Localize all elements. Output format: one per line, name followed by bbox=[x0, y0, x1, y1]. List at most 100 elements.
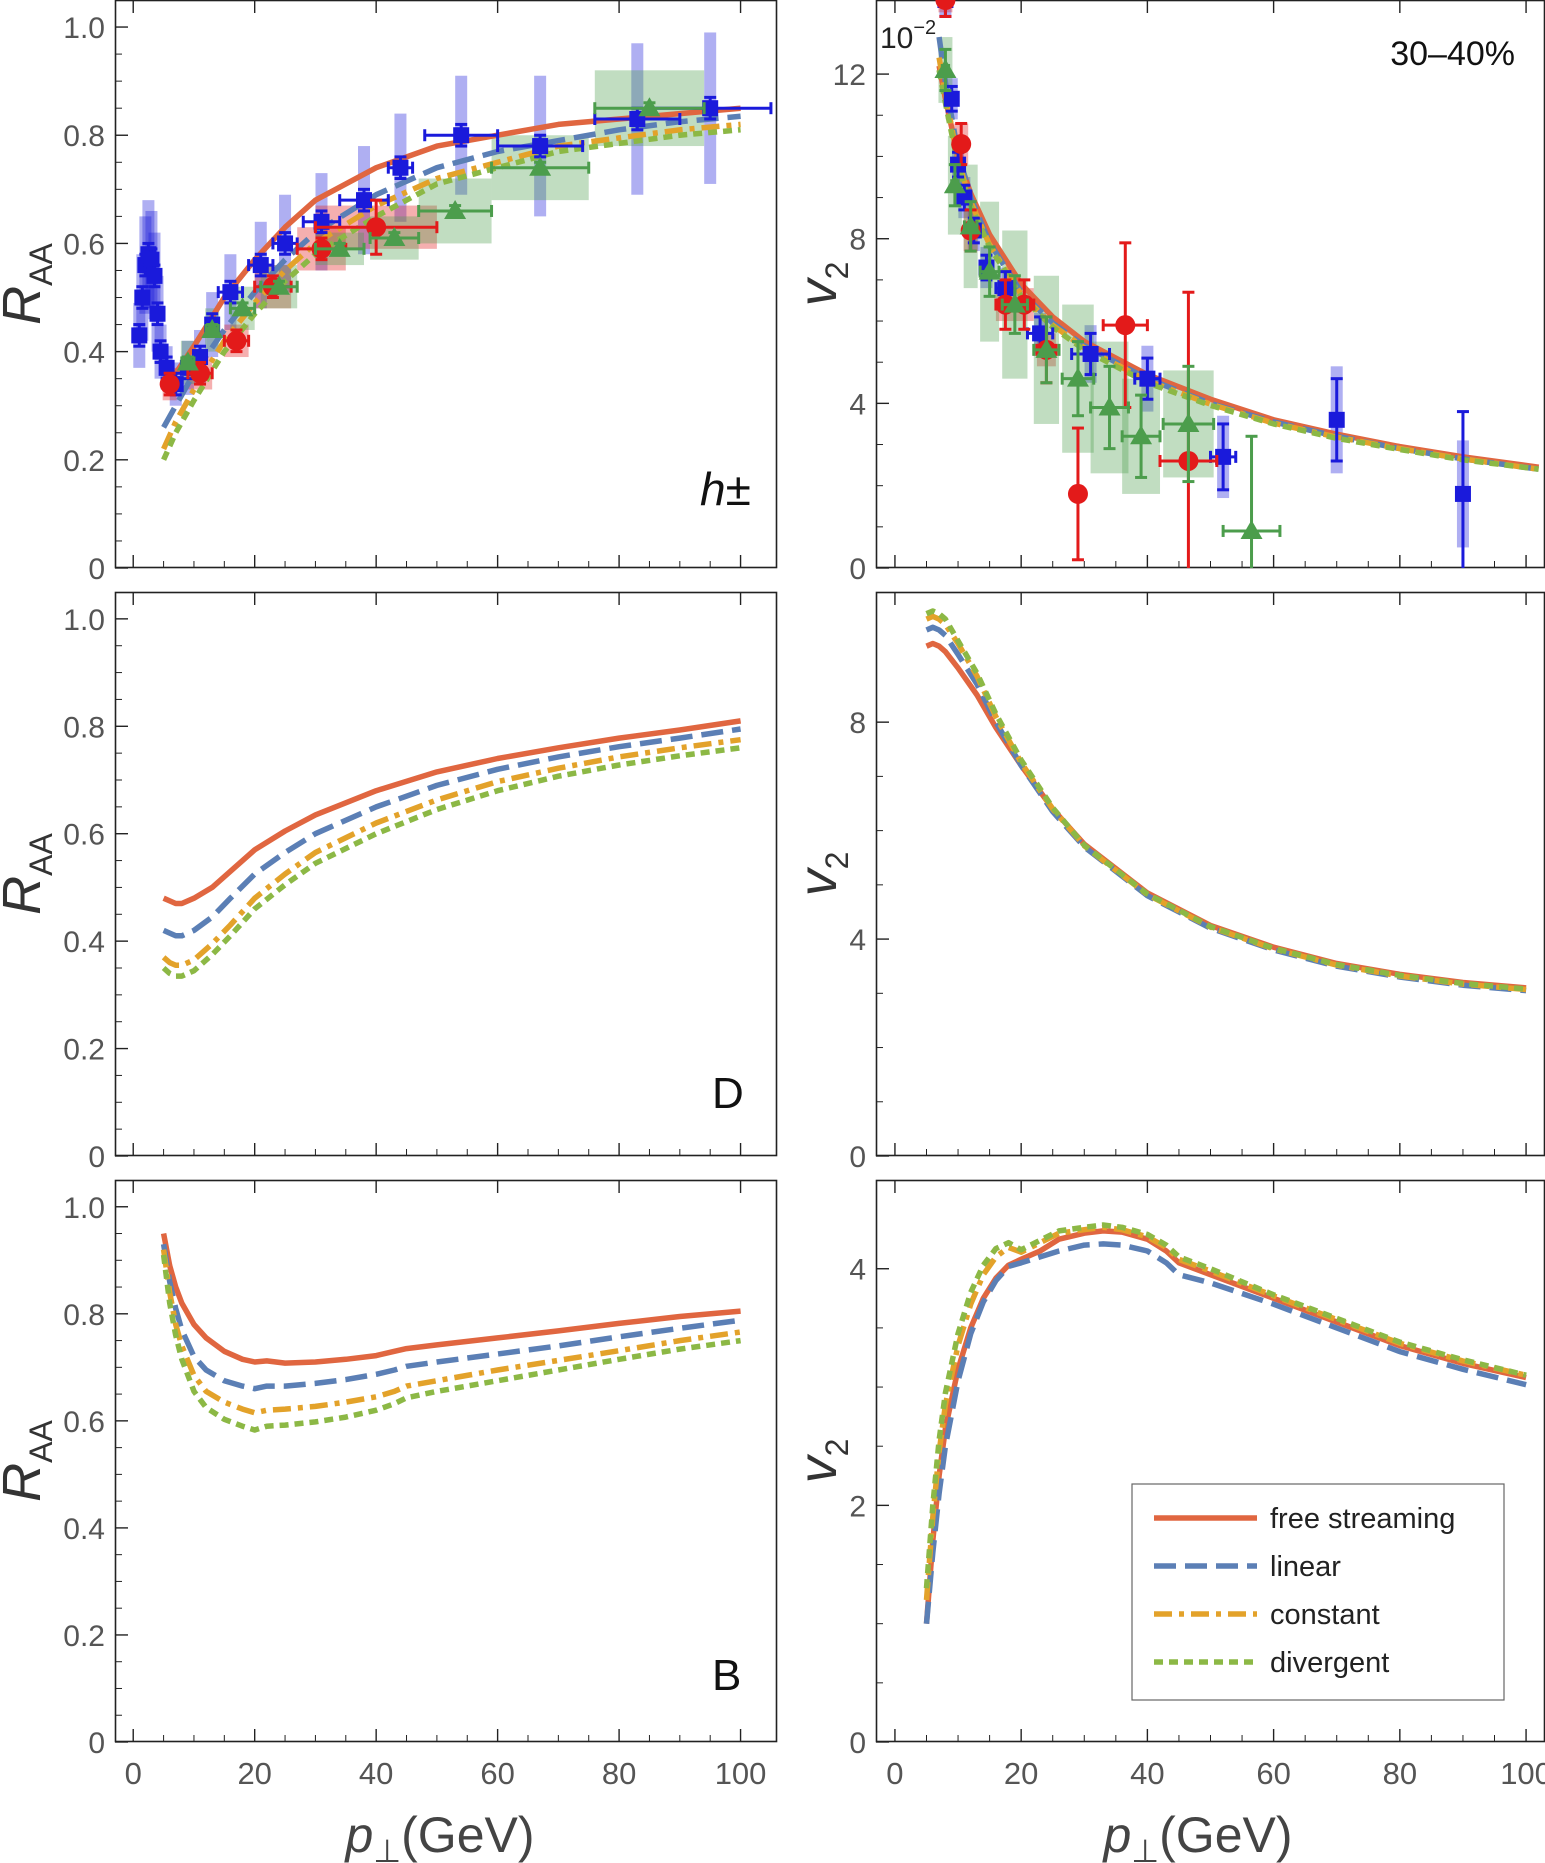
marker-triangle bbox=[176, 351, 199, 371]
plot-area bbox=[925, 608, 1527, 994]
data-point-square bbox=[943, 84, 960, 113]
y-tick-label: 0.4 bbox=[63, 1513, 105, 1546]
marker-square bbox=[702, 100, 719, 117]
y-axis-label: RAA bbox=[0, 833, 59, 915]
data-point-circle bbox=[935, 0, 956, 18]
y-tick-label: 1.0 bbox=[63, 604, 105, 637]
y-tick-label: 4 bbox=[849, 1254, 866, 1287]
y-tick-label: 0 bbox=[88, 1141, 105, 1174]
x-tick-label: 100 bbox=[1500, 1756, 1545, 1791]
data-point-triangle bbox=[313, 237, 366, 257]
marker-square bbox=[1328, 411, 1345, 428]
plot-frame bbox=[114, 0, 778, 569]
series-line-divergent bbox=[161, 127, 741, 461]
marker-triangle bbox=[1035, 338, 1058, 358]
data-point-square bbox=[956, 183, 973, 212]
data-point-circle bbox=[222, 328, 251, 354]
data-point-square bbox=[1454, 410, 1471, 568]
marker-square bbox=[1454, 485, 1471, 502]
data-point-circle bbox=[951, 121, 972, 167]
y-axis-label: v2 bbox=[788, 1439, 855, 1484]
data-point-triangle bbox=[368, 227, 421, 247]
marker-square bbox=[453, 127, 470, 144]
y-tick-label: 0 bbox=[849, 553, 866, 586]
legend-label: linear bbox=[1270, 1551, 1341, 1583]
x-axis-title-left: p⊥(GeV) bbox=[343, 1807, 534, 1863]
panel-v2-hpm: 0 4 8 12 v2 10−2 30–40% bbox=[788, 0, 1545, 586]
y-tick-label: 0.8 bbox=[63, 711, 105, 744]
marker-triangle bbox=[1240, 519, 1263, 539]
y-tick-label: 0 bbox=[88, 1727, 105, 1760]
x-tick-label: 60 bbox=[1256, 1756, 1290, 1791]
panel-label: B bbox=[712, 1651, 741, 1700]
y-tick-label: 0 bbox=[849, 1727, 866, 1760]
y-tick-label: 2 bbox=[849, 1490, 866, 1523]
data-point-square bbox=[1328, 377, 1345, 463]
data-point-square bbox=[216, 279, 245, 305]
series-line-divergent bbox=[161, 745, 741, 979]
data-point-square bbox=[134, 285, 151, 310]
marker-triangle bbox=[959, 215, 982, 235]
data-point-square bbox=[152, 339, 169, 364]
legend: free streaming linear constant divergent bbox=[1131, 1483, 1505, 1701]
marker-triangle bbox=[934, 58, 957, 78]
series-line-constant bbox=[161, 736, 741, 969]
data-point-square bbox=[146, 263, 163, 289]
plot-area bbox=[934, 0, 1540, 568]
marker-circle bbox=[1115, 315, 1136, 336]
plot-area bbox=[131, 32, 773, 461]
marker-triangle bbox=[201, 318, 224, 338]
y-tick-label: 1.0 bbox=[63, 12, 105, 45]
marker-square bbox=[392, 159, 409, 176]
data-point-square bbox=[131, 323, 148, 348]
legend-label: divergent bbox=[1270, 1647, 1389, 1679]
svg-text:p⊥(GeV): p⊥(GeV) bbox=[343, 1807, 534, 1863]
y-tick-label: 4 bbox=[849, 924, 866, 957]
marker-square bbox=[1082, 345, 1099, 362]
plot-frame bbox=[875, 0, 1545, 569]
plot-frame bbox=[875, 591, 1545, 1157]
panel-v2-D: 0 4 8 v2 bbox=[788, 591, 1545, 1174]
data-point-triangle bbox=[176, 351, 199, 371]
data-point-triangle bbox=[228, 297, 257, 317]
marker-square bbox=[146, 267, 163, 284]
y-tick-label: 0 bbox=[88, 553, 105, 586]
series-line-divergent bbox=[160, 1254, 741, 1433]
x-tick-label: 40 bbox=[359, 1756, 393, 1791]
marker-triangle bbox=[328, 237, 351, 257]
data-point-square bbox=[423, 122, 500, 148]
y-tick-label: 0.6 bbox=[63, 228, 105, 261]
data-point-triangle bbox=[593, 97, 706, 117]
series-line-linear bbox=[923, 1241, 1527, 1624]
marker-triangle bbox=[444, 199, 467, 219]
marker-triangle bbox=[1130, 425, 1153, 445]
plot-area bbox=[161, 718, 742, 979]
x-tick-label: 80 bbox=[1383, 1756, 1417, 1791]
panel-label: h± bbox=[700, 463, 751, 515]
marker-square bbox=[1215, 448, 1232, 465]
legend-label: constant bbox=[1270, 1599, 1380, 1631]
y-tick-label: 1.0 bbox=[63, 1192, 105, 1225]
panel-raa-D: 0 0.2 0.4 0.6 0.8 1.0 RAA D bbox=[0, 591, 778, 1174]
marker-triangle bbox=[978, 260, 1001, 280]
x-tick-label: 0 bbox=[125, 1756, 142, 1791]
data-point-triangle bbox=[1161, 364, 1216, 484]
data-point-circle bbox=[159, 371, 180, 397]
marker-triangle bbox=[383, 227, 406, 247]
marker-triangle bbox=[267, 275, 290, 295]
data-point-triangle bbox=[978, 245, 1001, 298]
data-point-triangle bbox=[1089, 364, 1130, 451]
marker-triangle bbox=[1098, 396, 1121, 416]
data-point-triangle bbox=[259, 275, 299, 295]
y-tick-label: 4 bbox=[849, 388, 866, 421]
data-point-square bbox=[247, 252, 275, 278]
svg-text:p⊥(GeV): p⊥(GeV) bbox=[1101, 1807, 1292, 1863]
marker-square bbox=[1032, 325, 1049, 342]
plot-frame bbox=[114, 1179, 778, 1743]
data-point-circle bbox=[313, 198, 439, 256]
series-line-linear bbox=[160, 1243, 741, 1392]
data-point-square bbox=[143, 247, 160, 272]
marker-square bbox=[149, 305, 166, 322]
x-tick-label: 20 bbox=[237, 1756, 271, 1791]
marker-triangle bbox=[1003, 293, 1026, 313]
